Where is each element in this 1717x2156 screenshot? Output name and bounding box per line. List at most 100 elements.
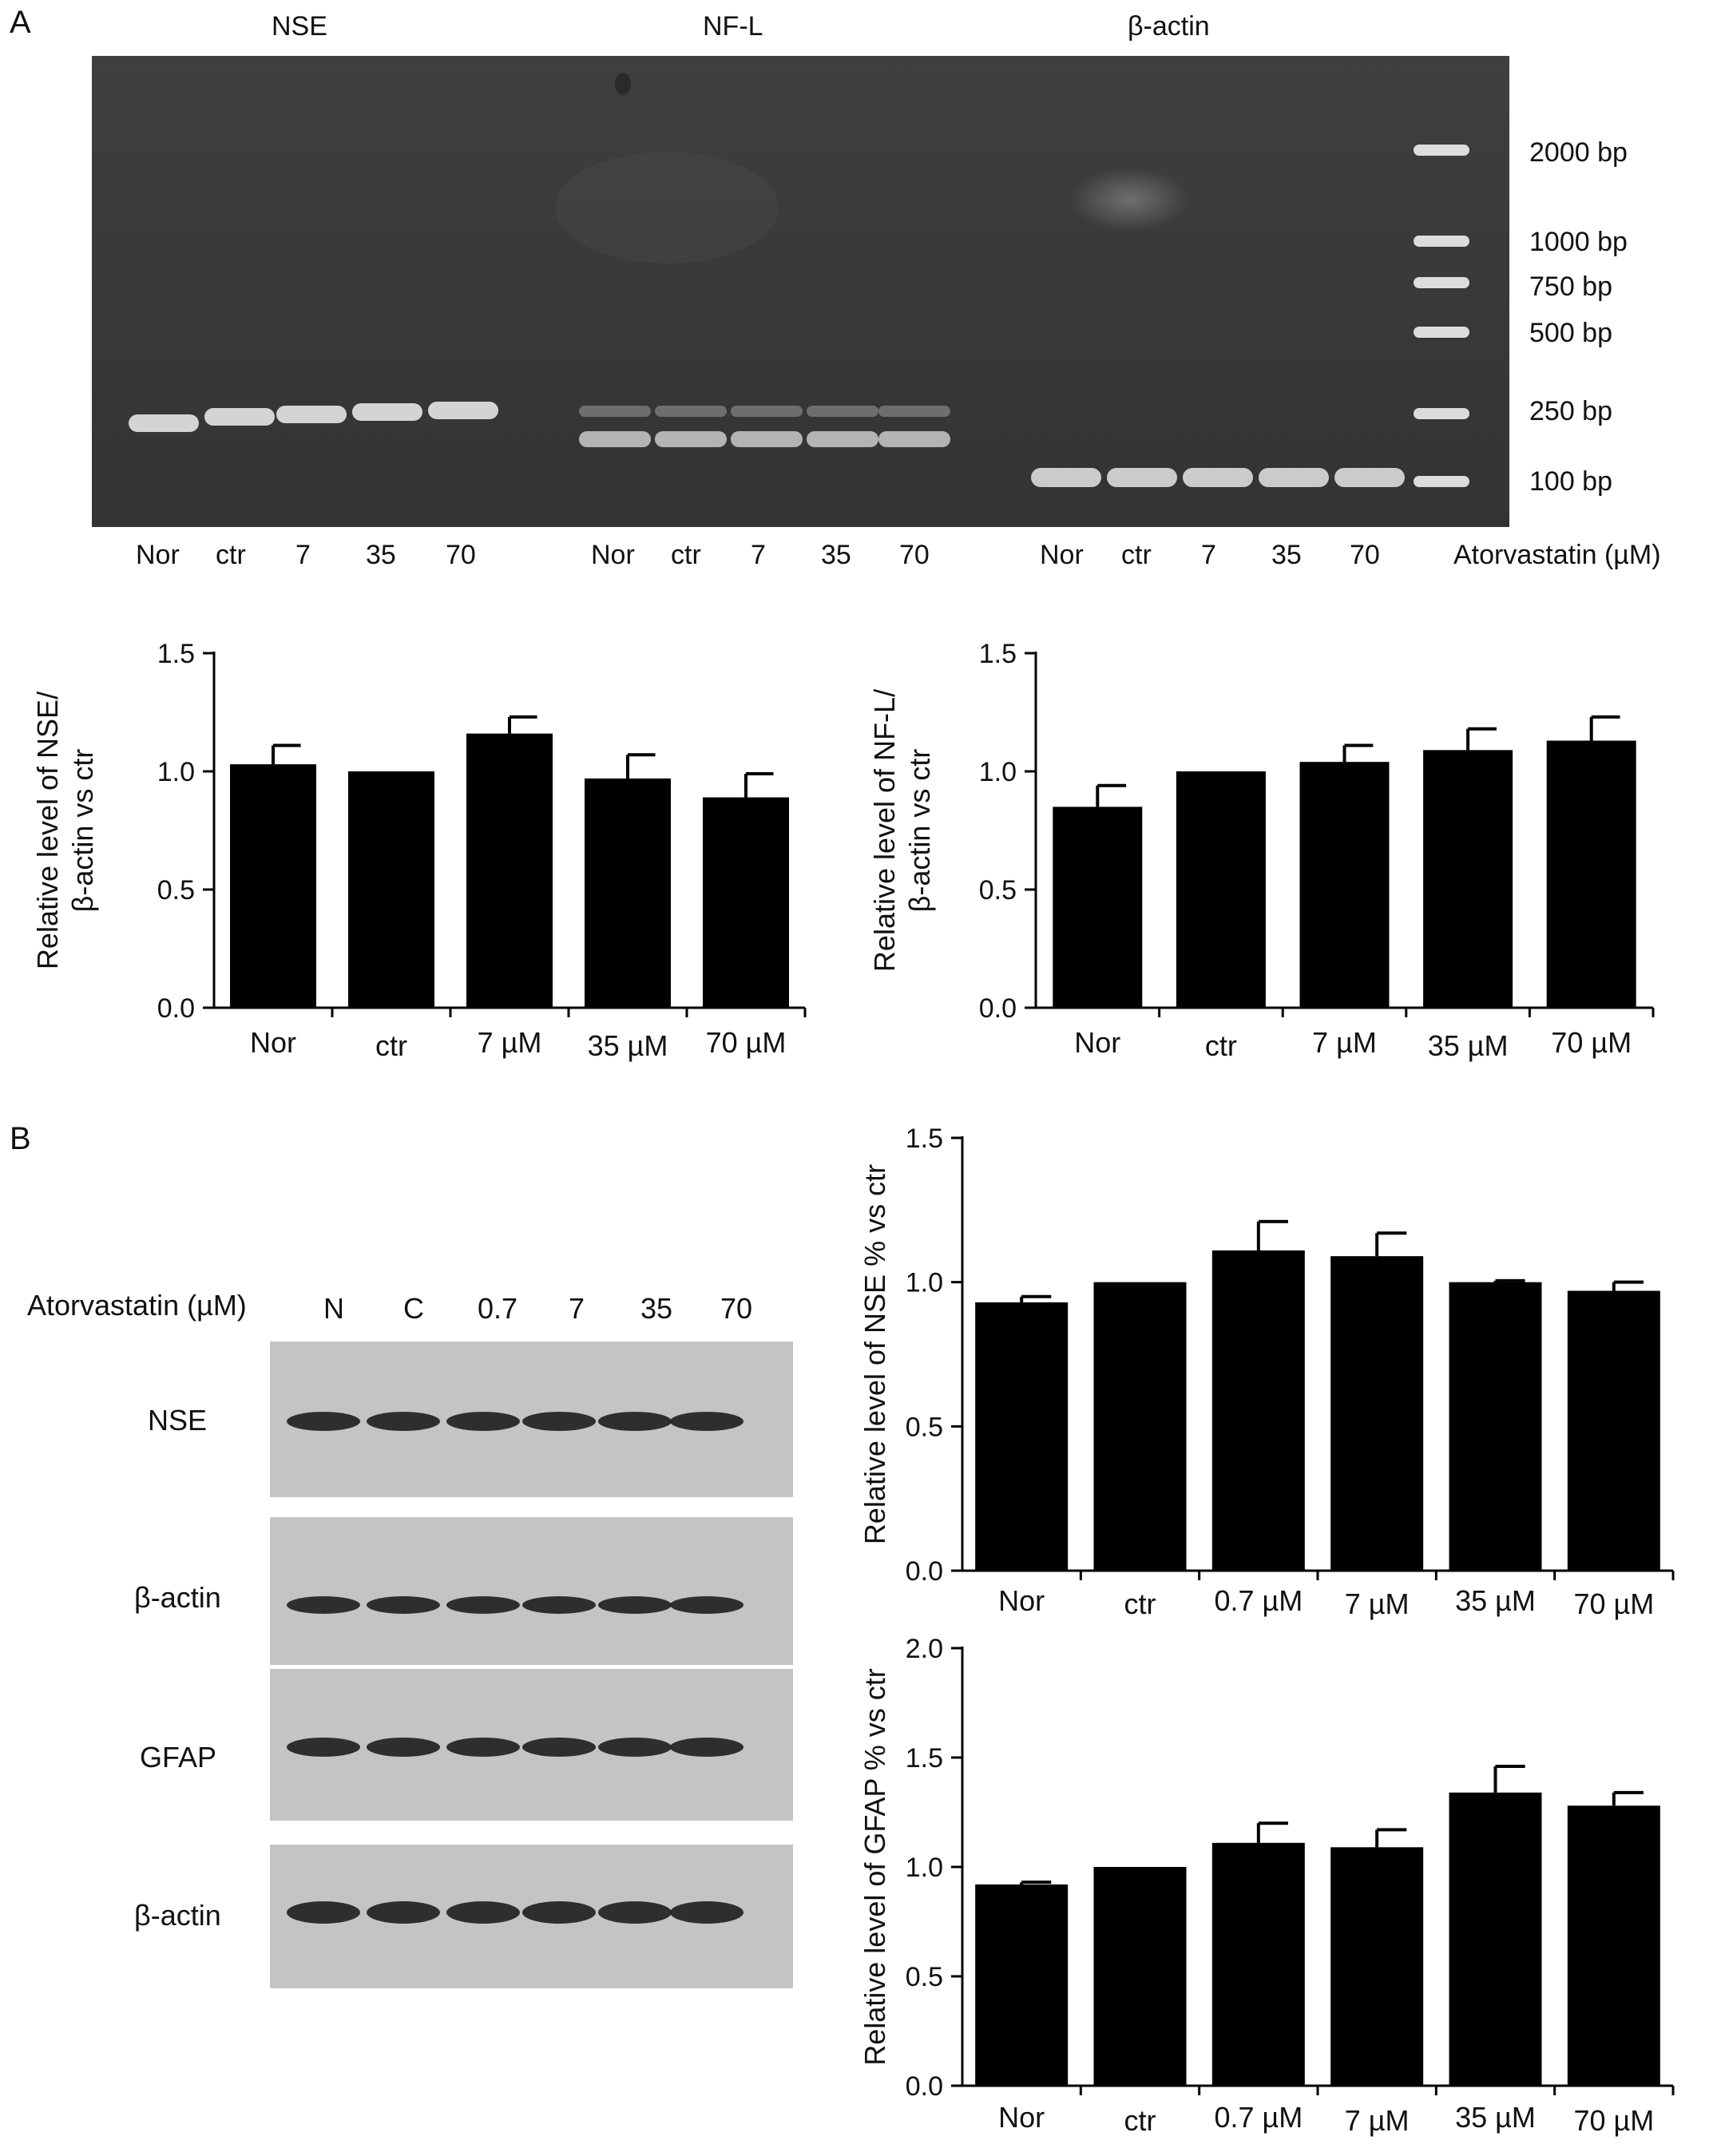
bar <box>975 1884 1069 2086</box>
blot-band <box>522 1412 596 1431</box>
x-tick-label: ctr <box>1124 2104 1156 2137</box>
chart-gfap-percent: 0.0 0.5 1.0 1.5 2.0 Relative level of GFAP % … <box>858 1634 1675 2137</box>
blot-row-label-gfap: GFAP <box>140 1741 217 1774</box>
gel-band-nse <box>428 402 498 419</box>
y-tick-label: 0.5 <box>906 1962 943 1992</box>
x-tick-label: 70 µM <box>1551 1026 1632 1059</box>
gel-band-beta-actin <box>1183 468 1253 487</box>
y-tick-label: 0.0 <box>157 993 195 1024</box>
y-axis-label: β-actin vs ctr <box>903 749 936 913</box>
gel-band-beta-actin <box>1107 468 1177 487</box>
blot-band <box>446 1901 520 1924</box>
agarose-gel <box>92 56 1509 527</box>
x-tick-label: Nor <box>250 1026 296 1059</box>
bar <box>1176 771 1266 1008</box>
gel-band-beta-actin <box>1334 468 1405 487</box>
gel-band-nse <box>352 403 422 421</box>
x-tick-label: 70 µM <box>706 1026 787 1059</box>
gel-band-nfl <box>807 431 878 447</box>
bar <box>585 778 671 1008</box>
blot-lane-7: 7 <box>569 1292 585 1325</box>
gel-band-nfl <box>878 431 950 447</box>
blot-lane-n: N <box>323 1292 344 1325</box>
bar <box>1211 1250 1305 1571</box>
x-tick-label: Nor <box>998 1584 1045 1617</box>
gel-lane-7: 7 <box>295 540 311 570</box>
x-tick-label: ctr <box>1205 1029 1237 1062</box>
blot-lane-70: 70 <box>720 1292 753 1325</box>
ladder-500bp: 500 bp <box>1529 318 1612 348</box>
gel-ladder-band <box>1414 476 1469 487</box>
gel-lane-7: 7 <box>751 540 766 570</box>
x-tick-label: 35 µM <box>1428 1029 1509 1062</box>
y-tick-label: 0.5 <box>979 875 1017 906</box>
x-tick-label: 0.7 µM <box>1214 2101 1303 2134</box>
blot-band <box>598 1412 672 1431</box>
y-axis-label: Relative level of NSE/ <box>31 692 64 969</box>
blot-row-label-nse: NSE <box>148 1404 208 1437</box>
bar <box>1449 1282 1542 1571</box>
y-tick-label: 0.5 <box>906 1412 943 1442</box>
y-tick-label: 1.5 <box>157 639 195 669</box>
bar <box>1330 1256 1424 1571</box>
bar <box>1423 750 1513 1008</box>
x-tick-label: 7 µM <box>1312 1026 1377 1059</box>
gel-ladder-band <box>1414 408 1469 419</box>
blot-band <box>670 1596 744 1614</box>
blot-band <box>598 1596 672 1614</box>
y-axis-label: β-actin vs ctr <box>66 749 99 913</box>
bar <box>1093 1867 1187 2086</box>
blot-band <box>598 1901 672 1924</box>
gel-lane-nor: Nor <box>1040 540 1084 570</box>
x-tick-label: 0.7 µM <box>1214 1584 1303 1617</box>
bar <box>703 797 789 1008</box>
x-tick-label: Nor <box>998 2101 1045 2134</box>
blot-band <box>367 1738 440 1757</box>
gel-label-nfl: NF-L <box>703 11 763 42</box>
blot-band <box>522 1901 596 1924</box>
gel-label-nse: NSE <box>272 11 327 42</box>
gel-lane-35: 35 <box>366 540 396 570</box>
ladder-750bp: 750 bp <box>1529 271 1612 302</box>
panel-a-letter: A <box>10 5 31 40</box>
x-tick-label: 35 µM <box>1455 1584 1536 1617</box>
bar <box>1093 1282 1187 1571</box>
y-tick-label: 0.5 <box>157 875 195 906</box>
x-tick-label: ctr <box>375 1029 407 1062</box>
gel-lane-70: 70 <box>446 540 476 570</box>
blot-band <box>367 1412 440 1431</box>
blot-band <box>446 1738 520 1757</box>
gel-band-nse <box>204 408 275 426</box>
x-tick-label: ctr <box>1124 1587 1156 1620</box>
western-blots <box>270 1342 793 1988</box>
gel-lane-nor: Nor <box>591 540 635 570</box>
gel-band-nfl-upper <box>579 406 651 417</box>
y-tick-label: 1.5 <box>906 1743 943 1774</box>
gel-treatment-label: Atorvastatin (µM) <box>1453 540 1661 570</box>
gel-band-beta-actin <box>1259 468 1329 487</box>
blot-band <box>598 1738 672 1757</box>
gel-band-nfl-upper <box>731 406 803 417</box>
gel-ladder-band <box>1414 327 1469 338</box>
blot-band <box>670 1412 744 1431</box>
x-tick-label: Nor <box>1074 1026 1120 1059</box>
chart-nse-percent: 0.0 0.5 1.0 1.5 Relative level of NSE % vs c… <box>858 1124 1675 1620</box>
gel-ladder-band <box>1414 277 1469 288</box>
blot-band <box>287 1596 360 1614</box>
x-tick-label: 35 µM <box>588 1029 668 1062</box>
gel-lane-35: 35 <box>1271 540 1302 570</box>
x-tick-label: 7 µM <box>1345 1587 1410 1620</box>
bar <box>975 1302 1069 1571</box>
blot-band <box>287 1901 360 1924</box>
bar <box>1546 740 1636 1008</box>
y-axis-label: Relative level of NF-L/ <box>868 689 901 972</box>
chart-nse-beta-actin: 0.0 0.5 1.0 1.5 Relative level of NSE/β-acti… <box>31 639 807 1062</box>
bar <box>1299 762 1390 1008</box>
bar <box>1567 1805 1660 2086</box>
gel-band-beta-actin <box>1031 468 1101 487</box>
gel-band-nfl <box>579 431 651 447</box>
gel-lane-ctr: ctr <box>1121 540 1152 570</box>
gel-ladder-band <box>1414 145 1469 156</box>
bar <box>348 771 434 1008</box>
blot-band <box>670 1738 744 1757</box>
